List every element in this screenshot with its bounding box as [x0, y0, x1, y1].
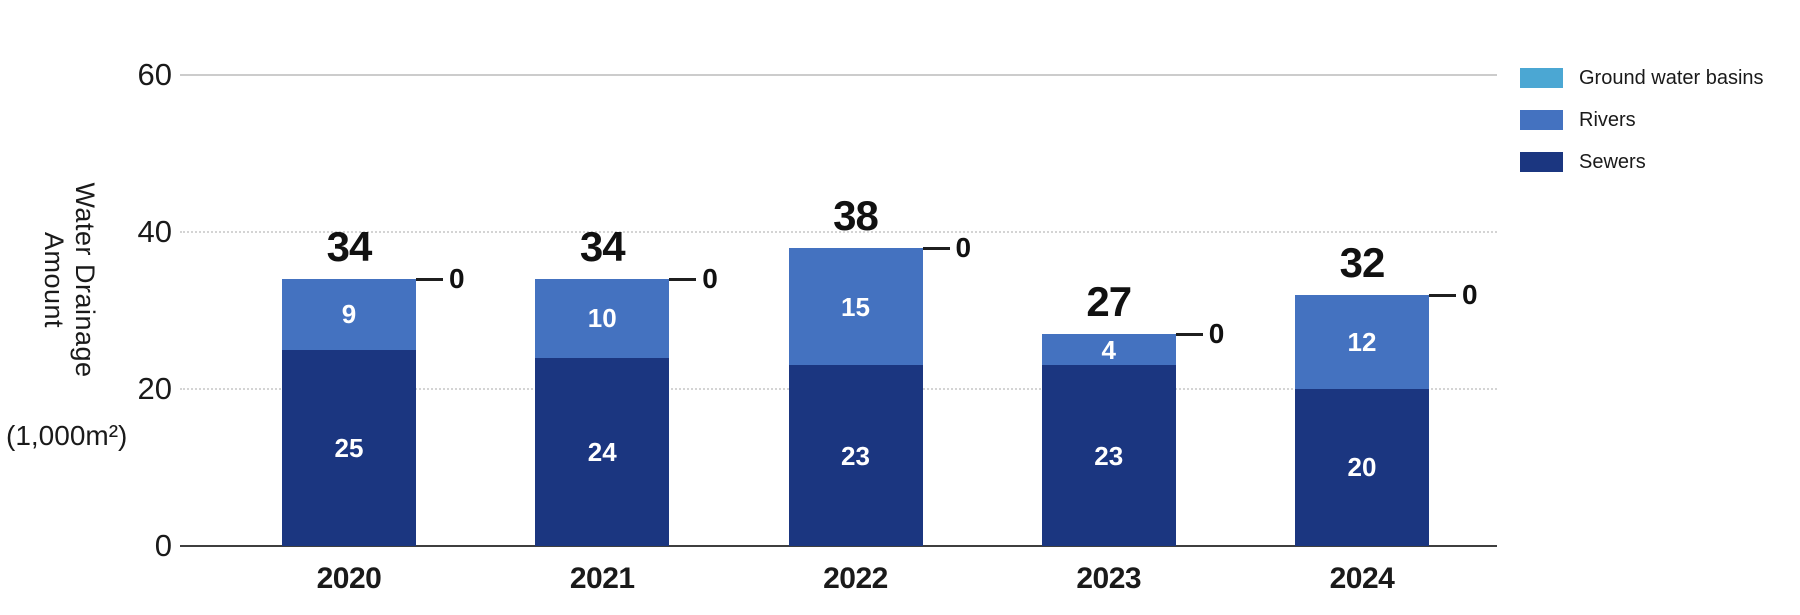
zero-callout-line-2020 [416, 278, 443, 282]
legend-item-rivers: Rivers [1520, 110, 1764, 130]
bar-segment-rivers-2021: 10 [535, 279, 670, 358]
segment-value-rivers-2022: 15 [841, 291, 870, 322]
bar-segment-sewers-2020: 25 [282, 349, 416, 546]
segment-value-rivers-2024: 12 [1347, 326, 1377, 357]
x-tick-label-2022: 2022 [823, 562, 888, 595]
bar-segment-sewers-2024: 20 [1295, 388, 1429, 546]
total-label-2022: 38 [833, 191, 879, 239]
legend-label-sewers: Sewers [1579, 151, 1646, 173]
x-tick-label-2020: 2020 [316, 562, 382, 595]
y-axis-title-line1: Water Drainage [70, 182, 100, 378]
y-axis-unit-label: (1,000m²) [6, 420, 128, 451]
legend-item-sewers: Sewers [1520, 152, 1764, 172]
bar-2024: 20 12 [1295, 294, 1429, 546]
total-label-2021: 34 [579, 223, 626, 271]
segment-value-sewers-2022: 23 [841, 440, 870, 471]
segment-value-rivers-2021: 10 [587, 303, 617, 334]
zero-callout-label-2024: 0 [1462, 278, 1478, 310]
y-tick-label-20: 20 [137, 371, 172, 406]
bar-segment-rivers-2024: 12 [1295, 294, 1429, 389]
zero-callout-line-2023 [1175, 333, 1203, 337]
zero-callout-line-2022 [922, 246, 950, 250]
x-tick-label-2021: 2021 [569, 562, 635, 595]
y-tick-label-60: 60 [137, 57, 172, 92]
zero-callout-label-2022: 0 [955, 231, 972, 263]
gridline-0 [180, 545, 1497, 547]
legend-label-ground-water-basins: Ground water basins [1579, 67, 1764, 89]
legend-swatch-ground-water-basins [1520, 68, 1563, 88]
x-tick-label-2024: 2024 [1329, 562, 1395, 595]
legend-label-rivers: Rivers [1579, 109, 1636, 131]
legend: Ground water basins Rivers Sewers [1520, 68, 1764, 194]
gridline-40 [180, 231, 1497, 233]
legend-swatch-sewers [1520, 152, 1563, 172]
gridline-60 [180, 74, 1497, 76]
zero-callout-line-2024 [1429, 293, 1456, 297]
bar-segment-sewers-2022: 23 [788, 365, 923, 546]
bar-segment-sewers-2023: 23 [1041, 365, 1176, 546]
x-tick-label-2023: 2023 [1076, 562, 1142, 595]
zero-callout-label-2023: 0 [1208, 318, 1225, 350]
segment-value-sewers-2021: 24 [587, 436, 617, 467]
bar-segment-sewers-2021: 24 [535, 357, 670, 546]
zero-callout-label-2021: 0 [702, 263, 718, 295]
y-axis-title-line2: Amount [39, 231, 69, 329]
bar-2022: 23 15 [788, 247, 923, 546]
segment-value-sewers-2024: 20 [1347, 452, 1377, 483]
legend-item-ground-water-basins: Ground water basins [1520, 68, 1764, 88]
bar-2020: 25 9 [282, 279, 416, 546]
segment-value-sewers-2023: 23 [1094, 440, 1124, 471]
total-label-2020: 34 [326, 223, 373, 271]
y-axis-title: Water Drainage Amount [38, 160, 100, 400]
bar-segment-rivers-2022: 15 [788, 247, 923, 366]
y-tick-label-40: 40 [137, 214, 172, 249]
segment-value-sewers-2020: 25 [334, 432, 364, 463]
zero-callout-line-2021 [669, 278, 697, 282]
segment-value-rivers-2023: 4 [1101, 334, 1116, 365]
bar-2023: 23 4 [1041, 334, 1176, 546]
bar-segment-rivers-2023: 4 [1041, 334, 1176, 366]
y-tick-label-0: 0 [154, 528, 172, 563]
zero-callout-label-2020: 0 [449, 263, 465, 295]
segment-value-rivers-2020: 9 [341, 299, 357, 330]
bar-2021: 24 10 [535, 279, 670, 546]
legend-swatch-rivers [1520, 110, 1563, 130]
total-label-2024: 32 [1339, 238, 1386, 286]
total-label-2023: 27 [1086, 278, 1132, 326]
bar-segment-rivers-2020: 9 [282, 279, 416, 350]
